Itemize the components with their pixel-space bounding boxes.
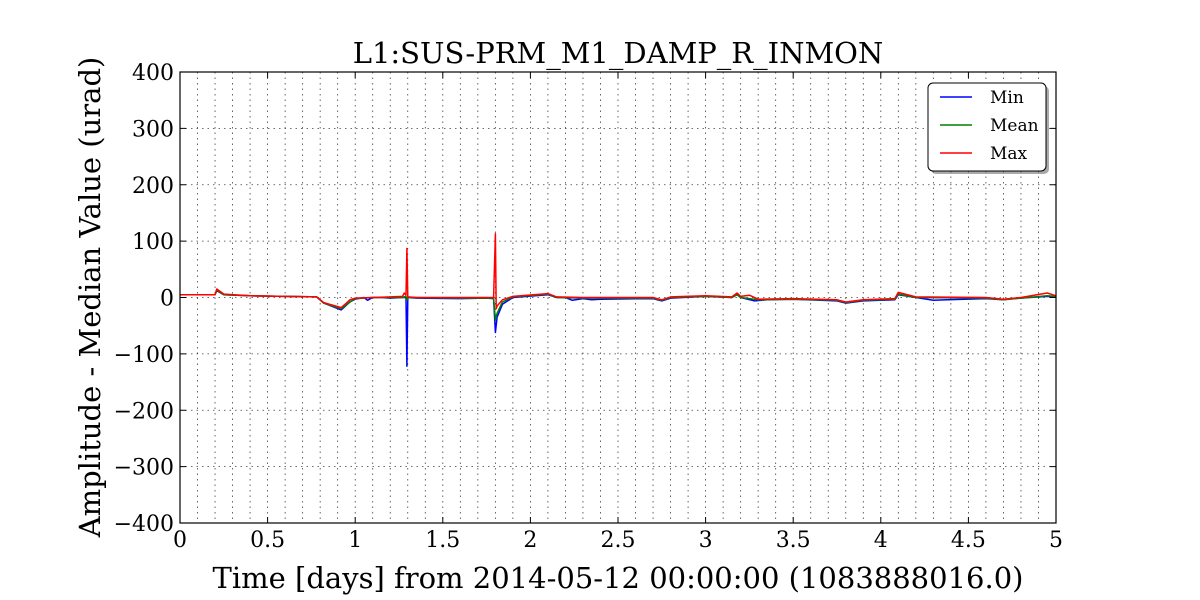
x-tick-label: 1 [348, 528, 362, 553]
x-tick-label: 0 [173, 528, 187, 553]
x-tick-label: 1.5 [425, 528, 460, 553]
series-line-max [180, 233, 1057, 310]
x-tick-label: 0.5 [250, 528, 285, 553]
y-tick-label: 0 [160, 287, 174, 312]
legend: Min Mean Max [927, 82, 1049, 174]
y-tick-label: −100 [114, 343, 174, 368]
y-tick-label: 200 [132, 174, 174, 199]
y-tick-label: −300 [114, 456, 174, 481]
legend-box [927, 82, 1047, 172]
x-tick-label: 3 [699, 528, 713, 553]
legend-label-max: Max [990, 144, 1028, 164]
series-line-mean [180, 289, 1057, 321]
y-axis-label: Amplitude - Median Value (urad) [73, 57, 107, 539]
y-tick-label: 100 [132, 230, 174, 255]
chart-title: L1:SUS-PRM_M1_DAMP_R_INMON [353, 36, 884, 71]
y-tick-label: 300 [132, 117, 174, 142]
y-tick-label: −200 [114, 399, 174, 424]
x-tick-label: 5 [1049, 528, 1063, 553]
series-line-min [180, 289, 1057, 368]
x-tick-label: 4 [874, 528, 888, 553]
plot-layer [180, 233, 1057, 368]
y-tick-label: −400 [114, 512, 174, 537]
x-tick-label: 4.5 [951, 528, 986, 553]
tick-layer: 0 0.5 1 1.5 2 2.5 3 3.5 4 4.5 5 −400 −300 −200 −100 0 10… [114, 61, 1063, 553]
x-tick-label: 3.5 [776, 528, 811, 553]
x-tick-label: 2.5 [601, 528, 636, 553]
x-axis-label: Time [days] from 2014-05-12 00:00:00 (10… [213, 561, 1024, 595]
x-tick-label: 2 [523, 528, 537, 553]
y-tick-label: 400 [132, 61, 174, 86]
legend-label-min: Min [990, 88, 1024, 108]
legend-label-mean: Mean [990, 116, 1039, 136]
